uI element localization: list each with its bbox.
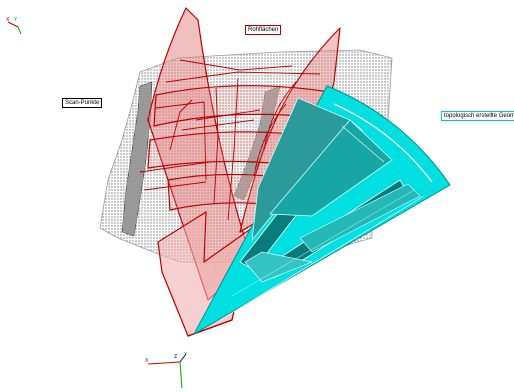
axis-triad-bottom: X Y Z (145, 352, 188, 389)
raw-surfaces-label: Rohflächen (245, 25, 282, 35)
axis-y-label-top: Y (13, 17, 18, 23)
scan-points-label: Scan-Punkte (62, 98, 103, 108)
axis-x-label-bottom: X (145, 358, 149, 364)
topological-geometry (192, 85, 451, 336)
axis-z-label-bottom: Z (174, 354, 178, 360)
topological-geometry-label: topologisch erstellte Geometrie (441, 111, 514, 121)
axis-y-label-bottom: Y (183, 352, 188, 358)
axis-x-label-top: X (6, 17, 10, 23)
axis-triad-top: X Y (6, 17, 22, 35)
